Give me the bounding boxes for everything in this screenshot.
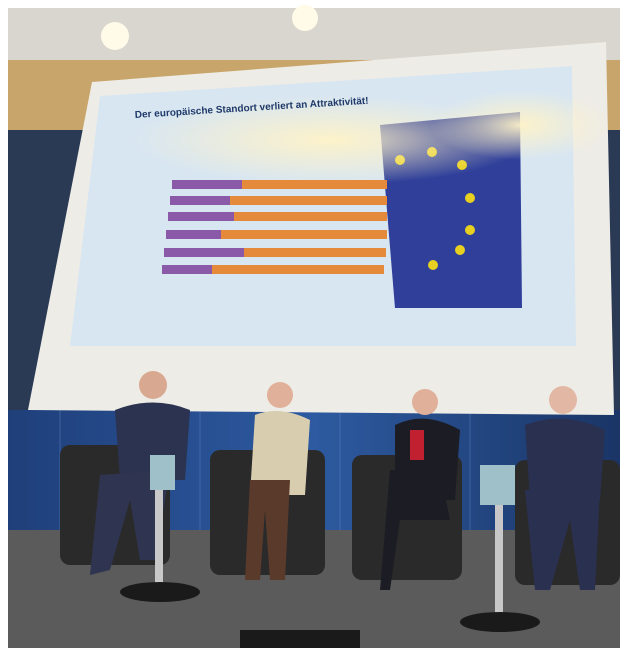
page: Der europäische Standort verliert an Att… <box>0 0 625 650</box>
projection-screen: Der europäische Standort verliert an Att… <box>28 42 614 415</box>
photo: Der europäische Standort verliert an Att… <box>0 0 625 650</box>
stage-monitor <box>240 630 360 648</box>
